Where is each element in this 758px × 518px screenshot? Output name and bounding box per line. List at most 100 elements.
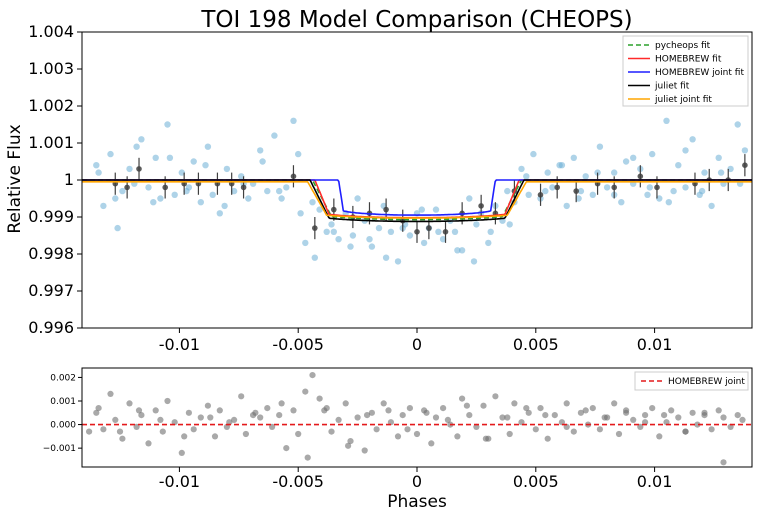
data-point	[439, 236, 447, 243]
main-x-ticks: -0.01 -0.005 0 0.005 0.01	[159, 328, 672, 354]
residual-point	[532, 426, 539, 433]
residual-point	[171, 419, 178, 426]
residual-point	[185, 409, 192, 416]
residual-point	[720, 414, 727, 421]
residual-point	[649, 405, 656, 412]
data-point	[100, 202, 107, 210]
data-point	[185, 184, 193, 191]
residual-point	[342, 400, 349, 407]
binned-point	[478, 203, 484, 209]
residual-x-ticks: -0.01 -0.005 0 0.005 0.01	[159, 467, 673, 491]
data-point	[309, 199, 316, 206]
residual-point	[116, 428, 124, 435]
residual-point	[482, 435, 489, 442]
residual-point	[454, 433, 461, 440]
residual-plot: −0.001 0.000 0.001 0.002 -0.01 -0.005 0 0.005 0…	[43, 367, 753, 491]
data-point	[656, 195, 663, 202]
data-point	[95, 169, 102, 176]
residual-point	[544, 435, 551, 442]
residual-point	[100, 426, 107, 433]
residual-point	[563, 400, 570, 407]
binned-point	[383, 206, 389, 213]
data-point	[93, 162, 100, 169]
data-point	[458, 247, 466, 254]
data-point	[563, 202, 570, 210]
x-tick-label: 0	[412, 335, 422, 354]
residual-point	[290, 407, 297, 414]
data-point	[387, 228, 395, 235]
data-point	[665, 199, 672, 206]
data-point	[119, 187, 126, 195]
residual-point	[739, 416, 746, 423]
residual-point	[440, 405, 447, 412]
data-point	[649, 150, 656, 158]
residual-point	[257, 414, 264, 421]
residual-point	[701, 409, 708, 416]
data-point	[454, 247, 461, 254]
data-point	[302, 239, 309, 247]
residual-x-tick-label: 0.01	[637, 472, 673, 491]
residual-point	[295, 430, 302, 438]
binned-point	[573, 188, 579, 194]
residual-point	[492, 393, 499, 400]
binned-point	[240, 184, 247, 191]
data-point	[347, 243, 354, 250]
residual-legend-box	[634, 371, 749, 391]
residual-point	[689, 409, 696, 416]
data-point	[150, 199, 157, 206]
data-point	[435, 228, 442, 235]
x-tick-label: 0.005	[513, 335, 559, 354]
residual-point	[504, 414, 511, 421]
residual-point	[216, 407, 223, 414]
residual-point	[387, 419, 394, 426]
residual-point	[551, 412, 558, 419]
data-point	[323, 228, 330, 235]
residual-point	[720, 459, 727, 466]
residual-x-tick-label: -0.01	[159, 472, 200, 491]
residual-point	[558, 419, 566, 426]
data-point	[630, 154, 637, 161]
model-curve-juliet-fit	[82, 179, 752, 223]
binned-points-layer	[112, 154, 748, 243]
residual-point	[95, 405, 102, 412]
data-point	[126, 165, 133, 173]
residual-point	[93, 409, 100, 416]
residual-point	[694, 421, 701, 428]
data-point	[238, 173, 245, 180]
residual-x-tick-label: 0.005	[513, 472, 559, 491]
residual-points-layer	[86, 372, 746, 466]
data-point	[544, 169, 551, 176]
binned-point	[611, 184, 617, 191]
data-point	[107, 150, 114, 158]
residual-point	[302, 388, 309, 395]
y-tick-label: 1.001	[28, 133, 74, 152]
residual-point	[86, 428, 93, 435]
residual-point	[368, 409, 375, 416]
residual-point	[642, 412, 649, 419]
residual-point	[459, 395, 466, 402]
y-tick-label: 0.998	[28, 244, 74, 263]
data-point	[335, 236, 342, 243]
x-tick-label: -0.01	[159, 335, 200, 354]
y-tick-label: 1.003	[28, 59, 74, 78]
residual-point	[304, 454, 311, 461]
residual-point	[107, 390, 114, 397]
residual-point	[499, 414, 506, 421]
residual-point	[596, 426, 604, 433]
residual-point	[328, 428, 335, 435]
binned-point	[312, 225, 318, 231]
y-tick-label: 0.996	[28, 318, 74, 337]
data-point	[558, 162, 566, 169]
binned-point	[414, 229, 420, 235]
binned-point	[124, 184, 130, 191]
data-point	[715, 154, 722, 161]
data-point	[670, 187, 677, 195]
data-points-layer	[93, 117, 749, 265]
data-point	[406, 232, 414, 239]
data-point	[504, 187, 511, 195]
residual-point	[157, 416, 164, 423]
binned-point	[136, 166, 142, 172]
residual-point	[138, 412, 145, 419]
data-point	[646, 184, 653, 191]
